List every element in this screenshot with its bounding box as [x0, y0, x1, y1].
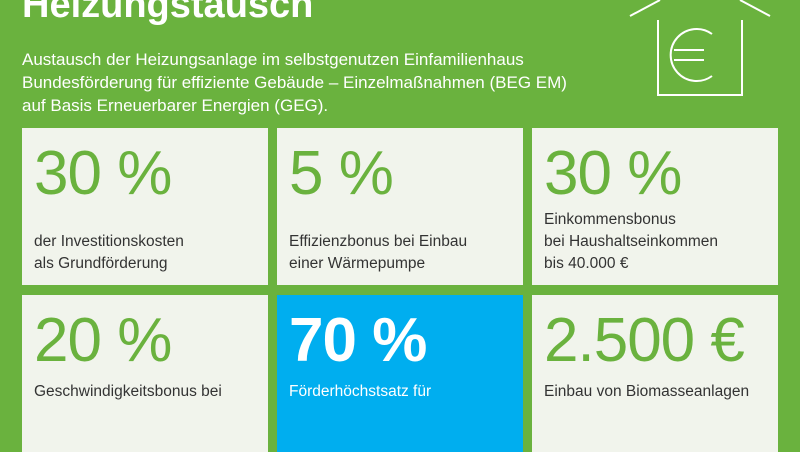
card-text: Einbau von Biomasseanlagen [544, 381, 749, 403]
card-text: der Investitionskosten als Grundförderung [34, 231, 184, 275]
card-text-line: Einkommensbonus [544, 211, 676, 228]
card-value: 30 % [544, 139, 682, 208]
subtitle-line: Bundesförderung für effiziente Gebäude –… [22, 73, 567, 92]
page: Heizungstausch Austausch der Heizungsanl… [22, 0, 778, 452]
card-value: 70 % [289, 306, 427, 375]
card: 5 % Effizienzbonus bei Einbau einer Wärmep… [277, 128, 523, 285]
card: 30 % Einkommensbonus bei Haushaltseinkomme… [532, 128, 778, 285]
subtitle-line: Austausch der Heizungsanlage im selbstge… [22, 50, 524, 69]
house-euro-icon [629, 0, 771, 96]
card-text-line: als Grundförderung [34, 255, 168, 272]
title: Heizungstausch [22, 0, 314, 26]
card-text: Förderhöchstsatz für [289, 381, 431, 403]
card-text-line: der Investitionskosten [34, 233, 184, 250]
card-value: 5 % [289, 139, 394, 208]
card-text-line: bei Haushaltseinkommen [544, 233, 719, 250]
card-text-line: Förderhöchstsatz für [289, 383, 432, 400]
subtitle: Austausch der Heizungsanlage im selbstge… [22, 48, 567, 117]
card-value: 20 % [34, 306, 172, 375]
card-text-line: bis 40.000 € [544, 255, 629, 272]
card: 2.500 € Einbau von Biomasseanlagen [532, 295, 778, 452]
card-value: 30 % [34, 139, 172, 208]
card-text-line: Geschwindigkeitsbonus bei [34, 383, 222, 400]
card-text: Einkommensbonus bei Haushaltseinkommen bis… [544, 209, 718, 275]
card-text-line: Effizienzbonus bei Einbau [289, 233, 468, 250]
subtitle-line: auf Basis Erneuerbarer Energien (GEG). [22, 96, 329, 115]
card-text-line: einer Wärmepumpe [289, 255, 426, 272]
card-text: Geschwindigkeitsbonus bei [34, 381, 222, 403]
card-text: Effizienzbonus bei Einbau einer Wärmepump… [289, 231, 467, 275]
card-value: 2.500 € [544, 306, 745, 375]
card: 70 % Förderhöchstsatz für [277, 295, 523, 452]
card: 30 % der Investitionskosten als Grundförde… [22, 128, 268, 285]
card-text-line: Einbau von Biomasseanlagen [544, 383, 750, 400]
card: 20 % Geschwindigkeitsbonus bei [22, 295, 268, 452]
